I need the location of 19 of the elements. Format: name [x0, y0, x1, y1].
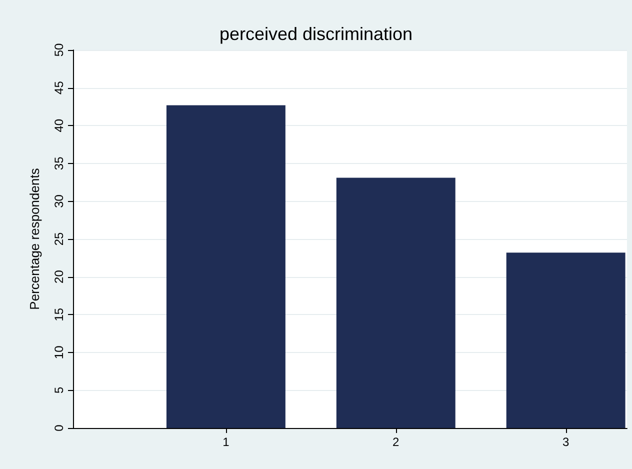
- y-tick-label: 0: [52, 424, 66, 432]
- y-tick-label: 20: [52, 270, 66, 284]
- y-tick-label: 40: [52, 118, 66, 132]
- y-tick-label: 10: [52, 345, 66, 360]
- y-tick-label: 5: [52, 386, 66, 394]
- y-tick-label: 35: [52, 156, 66, 170]
- x-tick-label: 1: [222, 435, 230, 449]
- bar: [506, 252, 626, 428]
- y-axis-title: Percentage respondents: [27, 168, 42, 310]
- y-tick-label: 45: [52, 80, 66, 94]
- bar: [166, 105, 286, 428]
- bar: [336, 178, 456, 428]
- x-tick-label: 2: [392, 435, 400, 449]
- chart-title: perceived discrimination: [219, 24, 413, 44]
- y-tick-label: 30: [52, 194, 66, 208]
- y-tick-label: 50: [52, 43, 66, 57]
- y-tick-label: 15: [52, 308, 66, 322]
- y-tick-label: 25: [52, 232, 66, 246]
- x-tick-label: 3: [562, 435, 570, 449]
